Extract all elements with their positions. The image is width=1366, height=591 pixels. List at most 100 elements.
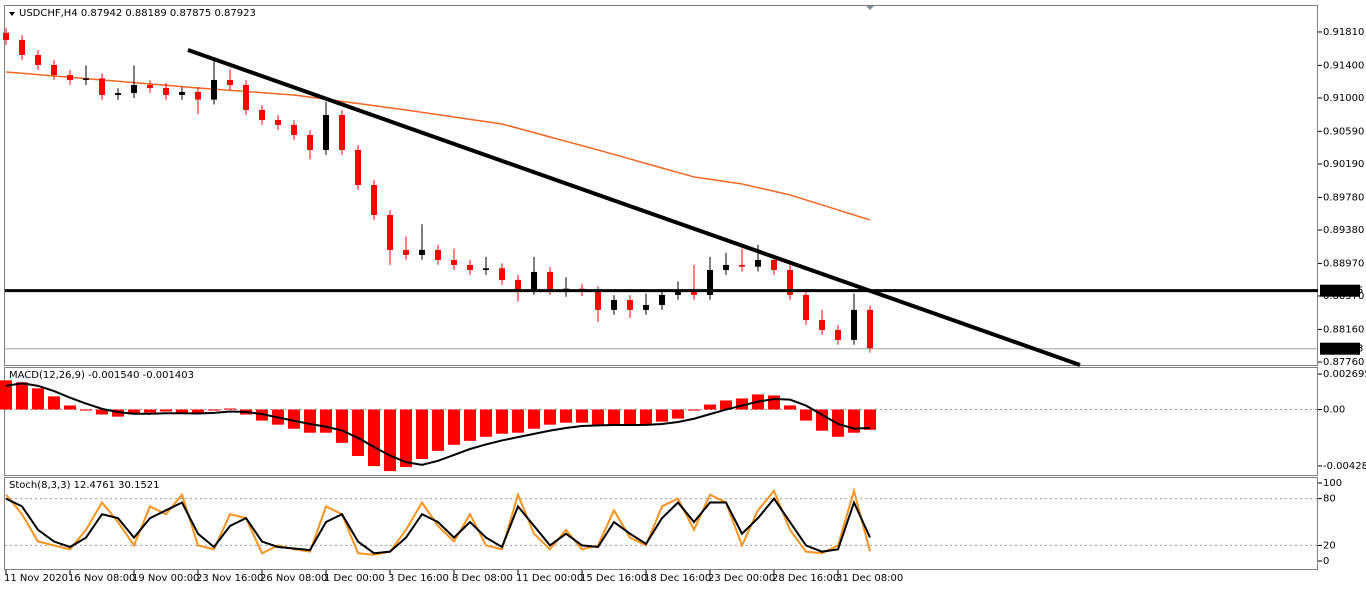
candle-body [163, 87, 169, 95]
macd-bar [576, 409, 588, 423]
candle-body [307, 134, 313, 150]
x-tick-label: 23 Nov 16:00 [196, 573, 263, 584]
macd-bar [336, 409, 348, 443]
candle-body [659, 294, 665, 305]
candle-body [755, 259, 761, 267]
macd-bar [288, 409, 300, 429]
macd-bar [560, 409, 572, 423]
x-tick-label: 18 Dec 16:00 [644, 573, 711, 584]
candle-body [819, 319, 825, 330]
candle-body [435, 249, 441, 260]
macd-bar [592, 409, 604, 425]
x-tick-label: 8 Dec 08:00 [452, 573, 513, 584]
macd-bar [320, 409, 332, 433]
x-tick-label: 28 Dec 16:00 [772, 573, 839, 584]
candle-body [771, 259, 777, 270]
candle-body [147, 85, 153, 88]
y-tick-label: 20 [1323, 540, 1336, 551]
candle-body [867, 309, 873, 349]
macd-bar [864, 409, 876, 430]
candle-body [643, 304, 649, 310]
macd-bar [816, 409, 828, 431]
candle-body [675, 289, 681, 295]
y-tick-label: 0.89780 [1323, 192, 1364, 203]
y-tick-label: 0.88160 [1323, 324, 1364, 335]
candle-body [723, 264, 729, 270]
x-tick-label: 11 Nov 2020 [4, 573, 68, 584]
candle-body [531, 271, 537, 290]
macd-bar [608, 409, 620, 425]
candle-body [99, 78, 105, 95]
macd-panel [4, 367, 1318, 476]
label-layer: USDCHF,H4 0.87942 0.88189 0.87875 0.8792… [4, 8, 1366, 584]
y-tick-label: 0 [1323, 556, 1329, 567]
x-tick-label: 15 Dec 16:00 [580, 573, 647, 584]
macd-bar [224, 408, 236, 410]
macd-bar [368, 409, 380, 467]
macd-bar [656, 409, 668, 422]
candle-body [707, 269, 713, 295]
y-tick-label: 80 [1323, 494, 1336, 505]
candle-body [19, 39, 25, 55]
candle-body [851, 309, 857, 340]
price-panel [4, 5, 1318, 366]
hline-label: 0.88635 [1322, 286, 1363, 297]
candle-body [595, 291, 601, 310]
candle-body [803, 294, 809, 320]
x-tick-label: 31 Dec 08:00 [836, 573, 903, 584]
macd-bar [640, 409, 652, 425]
candle-body [115, 93, 121, 95]
candle-body [275, 119, 281, 125]
macd-bar [64, 405, 76, 410]
macd-bar [544, 409, 556, 425]
candle-body [371, 185, 377, 215]
macd-bar [480, 409, 492, 437]
macd-bar [304, 409, 316, 433]
macd-bar [144, 409, 156, 413]
macd-bar [352, 409, 364, 456]
candle-body [403, 249, 409, 255]
x-tick-label: 11 Dec 00:00 [516, 573, 583, 584]
macd-bar [512, 409, 524, 433]
macd-bar [16, 382, 28, 410]
menu-arrow[interactable] [9, 12, 15, 16]
last-price-label: 0.87923 [1322, 344, 1363, 355]
candle-body [131, 85, 137, 94]
candle-body [627, 299, 633, 310]
candle-body [227, 79, 233, 86]
macd-bar [448, 409, 460, 445]
y-tick-label: 0.00 [1323, 405, 1345, 416]
candle-body [291, 124, 297, 135]
macd-bar [784, 405, 796, 410]
candle-body [243, 85, 249, 110]
macd-bar [496, 409, 508, 434]
y-tick-label: 0.90190 [1323, 159, 1364, 170]
candle-body [259, 109, 265, 120]
panel-title: Stoch(8,3,3) 12.4761 30.1521 [9, 480, 160, 491]
macd-bar [688, 409, 700, 411]
macd-bar [704, 404, 716, 410]
candle-body [195, 91, 201, 100]
candle-body [483, 268, 489, 270]
macd-bar [768, 395, 780, 410]
candle-body [51, 64, 57, 75]
y-tick-label: 0.002695 [1323, 369, 1366, 380]
macd-bar [32, 388, 44, 410]
stoch-line [5, 496, 871, 555]
macd-bar [48, 396, 60, 410]
shift-marker [866, 6, 874, 10]
y-tick-label: 0.87760 [1323, 357, 1364, 368]
y-tick-label: 0.89380 [1323, 225, 1364, 236]
candle-body [387, 214, 393, 250]
candle-body [739, 264, 745, 267]
candle-body [499, 268, 505, 280]
macd-bar [80, 409, 92, 411]
x-tick-label: 26 Nov 08:00 [260, 573, 327, 584]
macd-bar [736, 398, 748, 410]
macd-bar [400, 409, 412, 468]
plot-layer [0, 27, 1322, 574]
macd-bar [96, 409, 108, 415]
trend-line [187, 48, 1081, 367]
